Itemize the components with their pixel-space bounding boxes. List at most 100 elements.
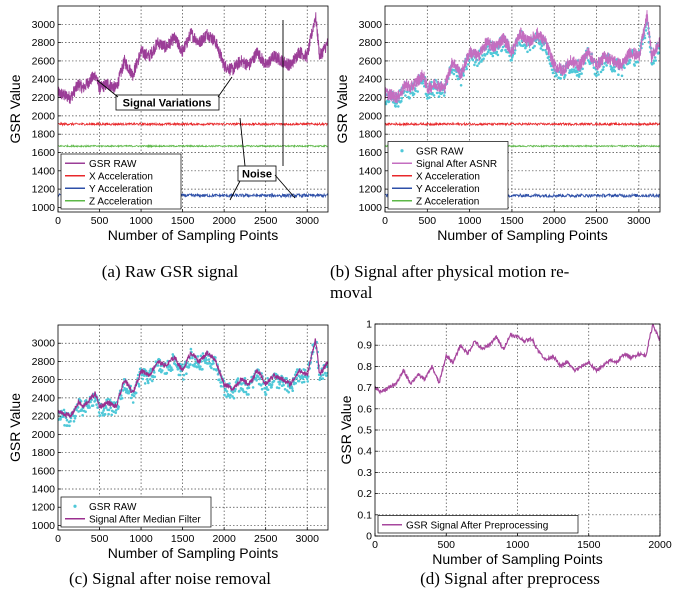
x-tick-label: 1000 (506, 539, 530, 551)
series-gsr-raw-point (491, 54, 495, 58)
series-signal-after-asnr-band (385, 10, 660, 104)
series-gsr-raw-point (644, 29, 648, 32)
y-tick-label: 2600 (32, 55, 56, 67)
plot-frame (57, 324, 329, 531)
series-gsr-raw-point (576, 70, 579, 73)
y-tick-label: 1800 (32, 129, 56, 141)
series-gsr-raw-point (286, 384, 290, 388)
series-gsr-raw-point (88, 406, 91, 409)
series-gsr-raw-point (134, 391, 138, 395)
series-gsr-raw-point (275, 386, 279, 389)
series-gsr-raw-point (303, 368, 307, 372)
caption-b: (b) Signal after physical motion re- mov… (330, 261, 670, 303)
series-gsr-raw-point (501, 45, 505, 49)
series-gsr-raw-point (149, 378, 152, 381)
series-gsr-raw-point (219, 381, 222, 384)
series-gsr-raw-point (104, 406, 108, 409)
series-gsr-raw-point (319, 377, 323, 380)
series-gsr-raw-point (114, 411, 117, 415)
y-axis-label: GSR Value (338, 395, 354, 464)
legend-label: GSR RAW (89, 502, 137, 513)
series-gsr-raw-point (114, 409, 118, 412)
chart-c: 0 500 1000 1500 2000 2500 3000 1000 1200 1400 1600… (7, 324, 329, 561)
series-gsr-raw-point (247, 393, 250, 396)
series-gsr-raw-point (471, 58, 475, 62)
series-gsr-raw-point (440, 91, 444, 95)
series-gsr-raw-point (189, 347, 193, 351)
series-gsr-raw-point (151, 379, 154, 383)
series-gsr-raw-point (531, 46, 535, 50)
series-gsr-raw-point (551, 71, 555, 75)
plot-series (385, 10, 660, 199)
series-gsr-raw-point (545, 52, 549, 56)
y-tick-label: 0.6 (357, 403, 372, 415)
series-gsr-raw-point (277, 386, 281, 390)
x-tick-label: 0 (55, 533, 61, 545)
series-gsr-raw-point (185, 372, 188, 376)
series-gsr-raw-point (452, 72, 456, 76)
series-gsr-raw-point (596, 70, 599, 74)
y-tick-label: 2200 (32, 92, 56, 104)
series-gsr-raw-point (127, 391, 130, 395)
series-gsr-raw-point (77, 410, 80, 413)
series-gsr-raw-point (240, 382, 243, 386)
legend-label: GSR RAW (89, 159, 137, 170)
caption-a: (a) Raw GSR signal (101, 262, 239, 281)
series-gsr-raw-point (210, 366, 213, 370)
y-tick-label: 1000 (359, 202, 383, 214)
series-gsr-raw-point (550, 68, 554, 72)
series-gsr-raw-point (191, 356, 194, 360)
y-axis-label: GSR Value (334, 74, 350, 143)
x-tick-label: 3000 (627, 215, 651, 227)
series-gsr-raw-point (204, 356, 208, 360)
annotations: Signal Variations Noise (96, 20, 296, 201)
series-gsr-raw-point (69, 419, 72, 423)
series-gsr-raw-point (201, 367, 204, 371)
series-gsr-raw-point (325, 374, 328, 377)
x-tick-label: 500 (91, 215, 109, 227)
series-gsr-raw-point (59, 418, 62, 421)
y-tick-label: 3000 (32, 19, 56, 31)
series-gsr-raw-point (142, 374, 146, 377)
x-tick-label: 2500 (254, 533, 278, 545)
series-gsr-raw-point (533, 44, 536, 48)
y-tick-label: 0.8 (357, 361, 372, 373)
series-gsr-raw-point (219, 384, 223, 388)
series-gsr-raw-point (84, 399, 88, 402)
series-gsr-raw-point (266, 377, 269, 380)
chart-a: 0 500 1000 1500 2000 2500 3000 1000 1200 1400 1600… (7, 5, 329, 243)
series-gsr-raw-point (80, 409, 84, 412)
series-gsr-raw-point (107, 412, 110, 416)
series-gsr-raw-point (159, 367, 162, 371)
y-tick-label: 1600 (32, 147, 56, 159)
series-gsr-raw-point (394, 105, 398, 108)
series-gsr-raw-point (208, 362, 212, 365)
y-tick-label: 2000 (32, 429, 56, 441)
series-gsr-raw-point (654, 59, 657, 62)
y-tick-label: 2200 (32, 411, 56, 423)
series-gsr-raw-point (108, 398, 112, 402)
series-signal-after-median-filter-line (58, 338, 328, 419)
series-gsr-raw-point (95, 403, 98, 406)
series-gsr-raw-point (263, 390, 267, 394)
legend-swatch (400, 149, 404, 153)
series-gsr-raw-point (577, 75, 581, 78)
y-tick-label: 1200 (32, 184, 56, 196)
series-gsr-raw-point (224, 387, 227, 391)
series-gsr-raw-point (244, 390, 248, 394)
legend-label: Y Acceleration (416, 184, 480, 195)
series-gsr-raw-point (197, 363, 200, 366)
series-gsr-raw-point (483, 54, 487, 57)
y-tick-label: 1000 (32, 202, 56, 214)
y-tick-label: 1600 (359, 147, 383, 159)
series-gsr-raw-point (103, 412, 107, 416)
series-gsr-raw-point (431, 91, 434, 95)
series-gsr-raw-point (305, 377, 309, 380)
series-gsr-raw-point (295, 376, 299, 380)
x-tick-label: 500 (91, 533, 109, 545)
series-gsr-raw-point (251, 386, 255, 389)
series-gsr-raw-point (465, 67, 469, 71)
series-gsr-raw-point (97, 411, 101, 414)
